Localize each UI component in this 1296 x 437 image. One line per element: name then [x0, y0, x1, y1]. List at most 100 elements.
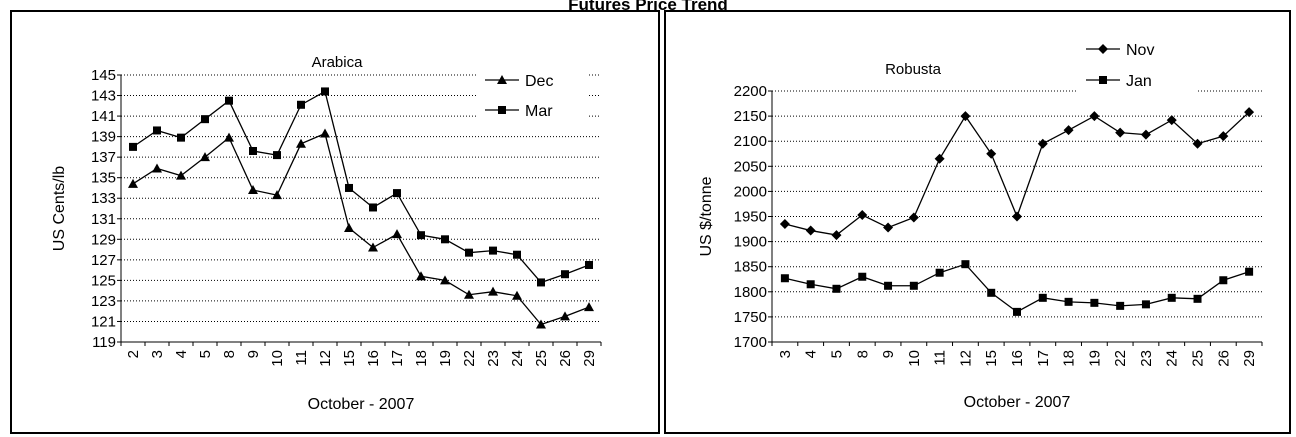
series-dec-point	[560, 311, 570, 321]
x-tick-label: 10	[906, 350, 923, 367]
series-nov-point	[1140, 129, 1151, 140]
robusta-chart: 1700 1750 1800 1850 1900 1950 2000 2050 2100 2150…	[698, 33, 1263, 411]
arabica-y-axis-label: US Cents/lb	[51, 166, 68, 251]
y-tick-label: 141	[91, 108, 116, 125]
series-nov-point	[805, 225, 816, 236]
y-tick-label: 133	[91, 190, 116, 207]
series-nov-point	[960, 111, 971, 122]
series-dec-point	[200, 152, 210, 162]
y-tick-label: 2150	[734, 108, 767, 125]
legend-marker	[1098, 44, 1108, 54]
x-tick-label: 2	[125, 350, 142, 358]
series-dec-point	[392, 229, 402, 239]
x-tick-label: 25	[1190, 350, 1207, 367]
series-jan-point	[961, 260, 970, 269]
x-tick-label: 24	[1164, 350, 1181, 367]
x-tick-label: 23	[485, 350, 502, 367]
series-dec-point	[224, 132, 234, 142]
series-dec-point	[464, 289, 474, 299]
series-jan-point	[1038, 293, 1047, 302]
x-tick-label: 10	[269, 350, 286, 367]
y-tick-label: 121	[91, 313, 116, 330]
series-mar-point	[585, 260, 593, 269]
series-mar-point	[273, 151, 281, 160]
series-mar-point	[129, 142, 137, 151]
series-jan-point	[1116, 301, 1125, 310]
series-dec-point	[176, 170, 186, 180]
series-dec-point	[296, 138, 306, 148]
series-nov-point	[1037, 138, 1048, 149]
x-tick-label: 12	[957, 350, 974, 367]
x-tick-label: 5	[828, 350, 845, 358]
series-dec-point	[368, 242, 378, 252]
x-tick-label: 18	[1061, 350, 1078, 367]
series-nov-point	[934, 153, 945, 164]
legend-background	[1078, 33, 1198, 99]
series-dec-point	[440, 275, 450, 285]
series-nov-point	[857, 209, 868, 220]
series-nov-point	[831, 230, 842, 241]
series-nov-point	[1244, 107, 1255, 118]
x-tick-label: 3	[777, 350, 794, 358]
series-mar-point	[369, 203, 377, 212]
y-tick-label: 129	[91, 231, 116, 248]
robusta-gridlines	[772, 90, 1262, 318]
series-jan-point	[1167, 293, 1176, 302]
y-tick-label: 1750	[734, 309, 767, 326]
series-jan-point	[1219, 276, 1228, 285]
series-dec-point	[584, 302, 594, 312]
series-mar-point	[489, 246, 497, 255]
series-mar-point	[321, 87, 329, 96]
series-nov-point	[1115, 127, 1126, 138]
legend-marker	[498, 106, 506, 114]
y-tick-label: 131	[91, 211, 116, 228]
series-jan-point	[1090, 298, 1099, 307]
series-jan-point	[858, 272, 867, 281]
x-tick-label: 17	[1035, 350, 1052, 367]
series-nov-point	[1166, 115, 1177, 126]
series-nov-point	[1218, 131, 1229, 142]
x-tick-label: 9	[880, 350, 897, 358]
arabica-legend: Dec Mar	[477, 64, 589, 128]
x-tick-label: 24	[509, 350, 526, 367]
y-tick-label: 139	[91, 129, 116, 146]
series-jan-point	[884, 281, 893, 290]
robusta-x-axis-label: October - 2007	[964, 394, 1071, 411]
series-mar-point	[465, 248, 473, 257]
robusta-legend: Nov Jan	[1078, 33, 1198, 99]
x-tick-label: 26	[557, 350, 574, 367]
x-tick-label: 12	[317, 350, 334, 367]
y-tick-label: 125	[91, 272, 116, 289]
series-mar-point	[201, 115, 209, 124]
series-nov-point	[1063, 125, 1074, 136]
series-mar-point	[417, 231, 425, 240]
series-jan-point	[1245, 267, 1254, 276]
series-mar-point	[537, 278, 545, 287]
series-mar-point	[225, 96, 233, 105]
arabica-x-axis-label: October - 2007	[308, 396, 415, 413]
series-dec-point	[248, 185, 258, 195]
y-tick-label: 135	[91, 170, 116, 187]
series-dec-point	[344, 223, 354, 233]
y-tick-label: 123	[91, 293, 116, 310]
x-tick-label: 17	[389, 350, 406, 367]
y-tick-label: 2050	[734, 158, 767, 175]
x-tick-label: 8	[854, 350, 871, 358]
y-tick-label: 119	[92, 334, 116, 351]
x-tick-label: 26	[1215, 350, 1232, 367]
arabica-chart: 1191211231251271291311331351371391411431…	[51, 54, 602, 413]
series-jan-point	[1193, 294, 1202, 303]
x-tick-label: 16	[1009, 350, 1026, 367]
series-jan-point	[832, 284, 841, 293]
legend-label: Jan	[1126, 73, 1152, 90]
series-dec-point	[416, 271, 426, 281]
x-tick-label: 8	[221, 350, 238, 358]
series-mar-point	[297, 100, 305, 109]
x-tick-label: 3	[149, 350, 166, 358]
series-jan-point	[780, 274, 789, 283]
legend-label: Dec	[525, 73, 553, 90]
y-tick-label: 137	[91, 149, 116, 166]
series-nov-point	[1192, 138, 1203, 149]
series-nov-point	[1012, 211, 1022, 222]
series-dec-point	[512, 290, 522, 300]
